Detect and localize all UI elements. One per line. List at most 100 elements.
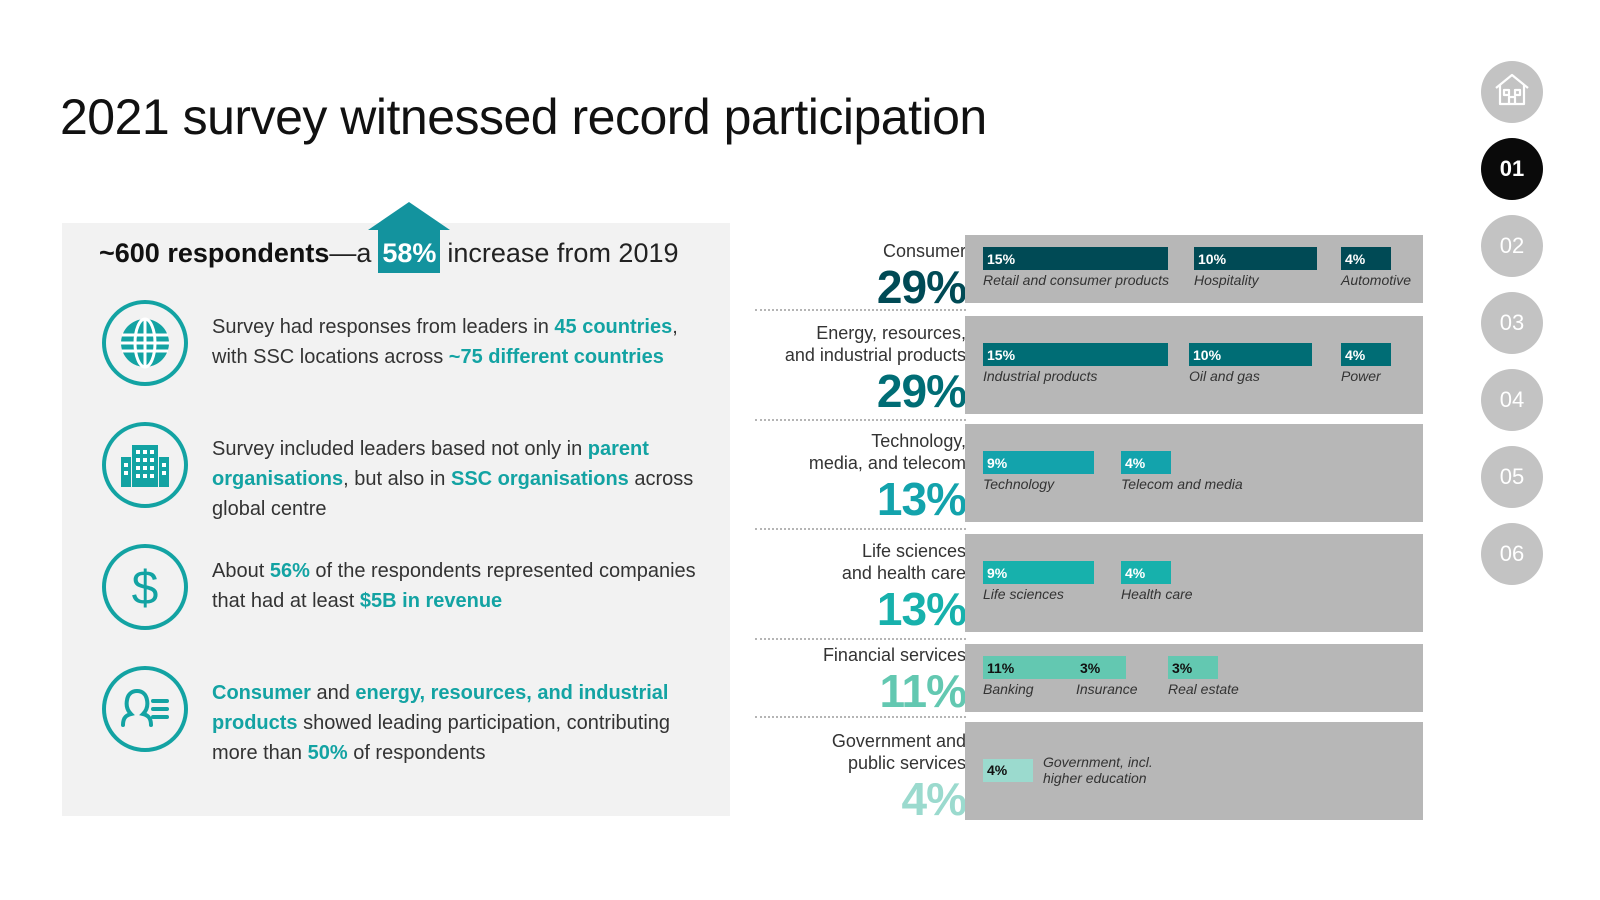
sector-divider [755,528,966,530]
body-text: and [310,682,356,704]
sub-sector-item: 9% Life sciences [983,561,1094,602]
highlight-text: SSC organisations [450,468,629,490]
highlight-text: energy, resources, and industrial produc… [212,682,669,734]
respondents-headline: ~600 respondents—a 58% increase from 201… [99,234,679,272]
sub-sector-item: 10% Hospitality [1194,247,1317,288]
sector-label-block: Life sciences and health care 13% [755,540,967,635]
sub-sector-label: Oil and gas [1189,368,1260,384]
sector-percent: 13% [876,473,967,525]
respondents-count: ~600 respondents [99,238,330,268]
sub-sector-item: 4% Power [1341,343,1391,384]
summary-point-text: Consumer and energy, resources, and indu… [212,678,712,768]
sub-sector-label: Automotive [1341,272,1412,288]
sector-name: Government and public services [831,731,966,773]
sub-sector-label: Life sciences [983,586,1064,602]
dollar-icon: $ [102,544,188,630]
sub-sector-item: 15% Retail and consumer products [983,247,1169,288]
sub-sector-label: Telecom and media [1121,476,1243,492]
person-list-icon [102,666,188,752]
sector-label-block: Consumer 29% [755,240,967,313]
summary-point-text: Survey included leaders based not only i… [212,434,712,524]
sector-label-block: Financial services 11% [755,644,967,717]
home-icon [1494,72,1530,112]
body-text: showed leading participation, contributi… [212,712,671,764]
body-text: Survey had responses from leaders in [212,316,555,338]
sub-sector-item: 4% Automotive [1341,247,1411,288]
sub-sector-item: 3% Insurance [1076,656,1137,697]
svg-text:$: $ [132,562,159,615]
body-text: of the respondents represented companies… [212,560,696,612]
sub-sector-label: Technology [983,476,1055,492]
nav-section-button[interactable]: 03 [1481,292,1543,354]
sector-percent: 11% [879,665,967,717]
sub-sector-bar: 15% [983,343,1168,366]
nav-section-button[interactable]: 04 [1481,369,1543,431]
highlight-text: 50% [307,742,348,764]
summary-point-text: Survey had responses from leaders in 45 … [212,312,712,372]
sector-divider [755,638,966,640]
sector-percent: 29% [876,261,967,313]
sub-sector-label: Industrial products [983,368,1098,384]
sub-sector-bar: 9% [983,451,1094,474]
sector-name: Consumer [882,241,966,261]
highlight-text: ~75 different countries [448,346,664,368]
sector-percent: 4% [901,773,967,825]
sector-name: Energy, resources, and industrial product… [784,323,966,365]
body-text: of respondents [347,742,486,764]
sub-sector-bar: 4% [1121,451,1171,474]
sector-divider [755,419,966,421]
sector-percent: 29% [876,365,967,417]
body-text: across global centre [212,468,694,520]
sub-sector-item: 9% Technology [983,451,1094,492]
nav-section-button[interactable]: 01 [1481,138,1543,200]
sub-sector-bar: 15% [983,247,1168,270]
sector-label-block: Technology, media, and telecom 13% [755,430,967,525]
sub-sector-item: 4% Government, incl. higher education [983,754,1163,786]
sector-bar-area [965,722,1423,820]
sub-sector-label: Power [1341,368,1381,384]
sub-sector-bar: 4% [1341,247,1391,270]
sub-sector-bar: 10% [1189,343,1312,366]
sector-name: Life sciences and health care [841,541,966,583]
sector-name: Financial services [822,645,966,665]
sub-sector-label: Hospitality [1194,272,1259,288]
highlight-text: Consumer [212,682,311,704]
sector-label-block: Government and public services 4% [755,730,967,825]
sector-name: Technology, media, and telecom [808,431,966,473]
nav-home-button[interactable] [1481,61,1543,123]
nav-section-button[interactable]: 06 [1481,523,1543,585]
highlight-text: parent organisations [212,438,649,490]
headline-rest: increase from 2019 [439,238,679,268]
sector-label-block: Energy, resources, and industrial product… [755,322,967,417]
body-text: , but also in [343,468,451,490]
building-icon [102,422,188,508]
sub-sector-label: Retail and consumer products [983,272,1169,288]
increase-percent: 58% [382,238,437,268]
sub-sector-bar: 4% [1341,343,1391,366]
body-text: About [212,560,270,582]
sector-divider [755,309,966,311]
summary-point-text: About 56% of the respondents represented… [212,556,712,616]
nav-section-button[interactable]: 02 [1481,215,1543,277]
sub-sector-item: 10% Oil and gas [1189,343,1312,384]
sector-percent: 13% [876,583,967,635]
arrow-up-icon [368,202,450,273]
globe-icon [102,300,188,386]
sub-sector-item: 4% Health care [1121,561,1193,602]
highlight-text: 45 countries [554,316,673,338]
sub-sector-item: 15% Industrial products [983,343,1168,384]
highlight-text: 56% [269,560,310,582]
sub-sector-label: Banking [983,681,1034,697]
sub-sector-label: Real estate [1168,681,1239,697]
nav-section-button[interactable]: 05 [1481,446,1543,508]
sub-sector-label: Insurance [1076,681,1138,697]
sub-sector-bar: 10% [1194,247,1317,270]
highlight-text: $5B in revenue [359,590,503,612]
sub-sector-bar: 3% [1168,656,1218,679]
sub-sector-label: Health care [1121,586,1193,602]
page-title: 2021 survey witnessed record participati… [60,89,987,145]
sub-sector-item: 3% Real estate [1168,656,1239,697]
sub-sector-bar: 4% [1121,561,1171,584]
body-text: , with SSC locations across [212,316,678,368]
sub-sector-label: Government, incl. higher education [1043,754,1153,786]
